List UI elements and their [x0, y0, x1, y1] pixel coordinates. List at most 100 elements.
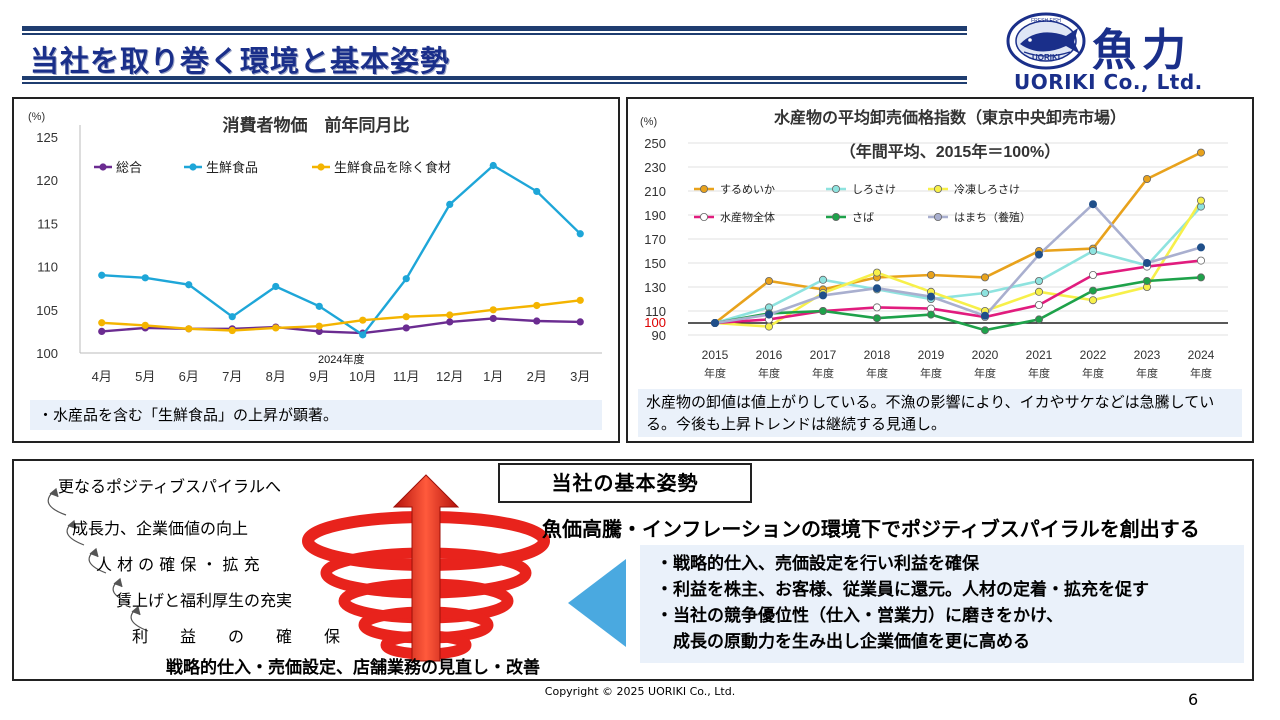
series-point	[872, 284, 881, 293]
x-tick-suffix: 年度	[1028, 366, 1050, 380]
y-axis-unit: (%)	[640, 116, 657, 128]
cpi-line-chart: 消費者物価 前年同月比 (%) 100 105 110 115 120 125 4月 5月 6月 7月…	[28, 111, 602, 384]
positive-spiral-graphic	[47, 474, 550, 662]
y-tick-label: 150	[644, 256, 666, 271]
policy-tagline: 魚価高騰・インフレーションの環境下でポジティブスパイラルを創出する	[542, 517, 1200, 541]
y-tick-label: 190	[644, 208, 666, 223]
series-line-3	[714, 259, 1202, 325]
y-tick-label: 110	[645, 304, 666, 319]
policy-bullet: 成長の原動力を生み出し企業価値を更に高める	[656, 632, 1030, 652]
y-tick-label: 130	[644, 280, 666, 295]
title-rule-top	[22, 26, 967, 31]
spiral-step-3: 賃上げと福利厚生の充実	[116, 591, 293, 610]
series-point	[980, 311, 989, 320]
series-point	[1034, 315, 1043, 324]
y-tick-label: 170	[644, 232, 666, 247]
x-tick-suffix: 年度	[866, 366, 888, 380]
x-tick-year: 2021	[1026, 348, 1053, 362]
series-point	[533, 187, 541, 196]
x-tick-label: 1月	[483, 369, 503, 384]
series-point	[1034, 276, 1043, 285]
series-point	[489, 161, 497, 170]
series-line-0	[714, 151, 1202, 325]
title-rule-bottom-thin	[22, 82, 967, 84]
copyright: Copyright © 2025 UORIKI Co., Ltd.	[544, 685, 736, 698]
legend-label: 生鮮食品	[206, 160, 258, 175]
x-tick-suffix: 年度	[704, 366, 726, 380]
series-point	[533, 317, 541, 325]
y-tick-label: 250	[644, 136, 666, 151]
series-point	[1197, 256, 1206, 265]
series-point	[576, 318, 584, 326]
page-number: 6	[1188, 690, 1199, 709]
legend-swatch-dot	[99, 163, 107, 171]
x-tick-label: 3月	[570, 369, 590, 384]
spiral-step-2: 利 益 の 確 保	[132, 627, 341, 646]
x-tick-year: 2016	[756, 348, 783, 362]
x-tick-label: 9月	[309, 369, 329, 384]
series-point	[141, 321, 149, 329]
legend-swatch-dot	[317, 163, 325, 171]
series-point	[402, 313, 410, 321]
x-tick-label: 2月	[527, 369, 547, 384]
y-tick-label: 210	[644, 184, 666, 199]
spiral-step-4: 人 材 の 確 保 ・ 拡 充	[96, 555, 260, 574]
series-point	[926, 270, 935, 279]
title-rule-top-thin	[22, 33, 967, 35]
series-point	[228, 313, 236, 321]
series-line-1	[714, 205, 1202, 325]
legend-label: さば	[852, 211, 874, 224]
series-point	[402, 324, 410, 332]
left-pointing-triangle-icon	[568, 559, 626, 647]
legend-swatch-dot	[700, 213, 709, 222]
y-tick-label: 110	[37, 260, 58, 275]
y-tick-label: 120	[36, 173, 58, 188]
spiral-curl-arrows	[47, 487, 149, 632]
series-point	[1034, 287, 1043, 296]
series-point	[98, 327, 106, 335]
series-point	[315, 302, 323, 310]
x-tick-year: 2023	[1134, 348, 1161, 362]
policy-bullet: ・利益を株主、お客様、従業員に還元。人材の定着・拡充を促す	[656, 580, 1149, 600]
series-point	[764, 310, 773, 319]
x-tick-suffix: 年度	[974, 366, 996, 380]
fish-logo-icon: UORIKI FRESH FISH	[1006, 12, 1086, 70]
series-point	[489, 306, 497, 314]
series-point	[1197, 273, 1206, 282]
x-tick-label: 10月	[349, 369, 376, 384]
series-point	[359, 331, 367, 339]
legend-label: はまち（養殖）	[954, 210, 1031, 224]
series-point	[872, 268, 881, 277]
series-point	[272, 282, 280, 291]
series-point	[764, 276, 773, 285]
series-point	[1143, 258, 1152, 267]
series-point	[1034, 300, 1043, 309]
series-point	[1088, 286, 1097, 295]
y-tick-label: 90	[652, 328, 666, 343]
x-tick-year: 2020	[972, 348, 999, 362]
series-point	[359, 316, 367, 324]
policy-title: 当社の基本姿勢	[498, 463, 752, 503]
x-tick-suffix: 年度	[1136, 366, 1158, 380]
legend-label: しろさけ	[852, 183, 896, 196]
series-point	[980, 326, 989, 335]
x-tick-year: 2017	[810, 348, 837, 362]
series-point	[576, 296, 584, 304]
series-point	[1034, 250, 1043, 259]
series-line-2	[714, 199, 1203, 328]
series-point	[315, 327, 323, 335]
series-point	[818, 275, 827, 284]
series-point	[1088, 296, 1097, 305]
series-point	[141, 274, 149, 282]
x-tick-suffix: 年度	[1190, 366, 1212, 380]
x-tick-suffix: 年度	[1082, 366, 1104, 380]
series-point	[1197, 148, 1206, 157]
logo-ring-top: FRESH FISH	[1031, 18, 1061, 24]
x-tick-label: 6月	[179, 369, 199, 384]
series-line-4	[714, 276, 1202, 332]
series-line-5	[714, 202, 1202, 325]
chart-title: 消費者物価 前年同月比	[223, 115, 410, 135]
y-tick-label: 105	[36, 303, 58, 318]
legend-label: 生鮮食品を除く食材	[334, 160, 451, 175]
x-tick-label: 4月	[92, 369, 112, 384]
